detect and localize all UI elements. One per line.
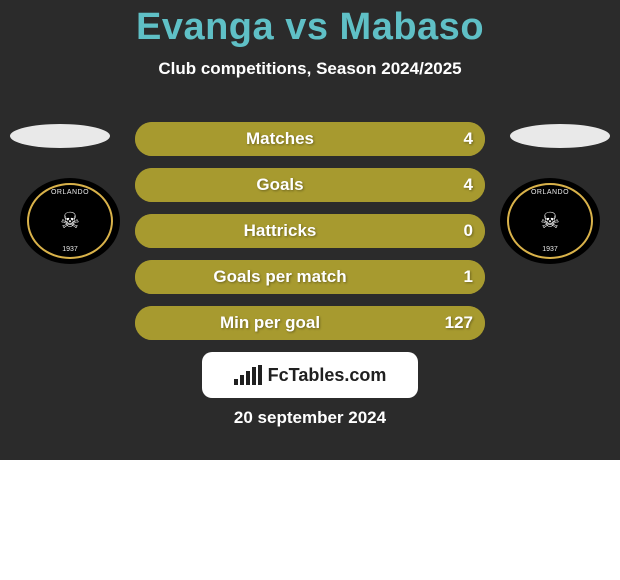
crest-outer: ORLANDO ☠ 1937 (500, 178, 600, 264)
stat-right-value: 1 (464, 267, 473, 287)
logo-bar-icon (252, 367, 256, 385)
stat-right-value: 4 (464, 175, 473, 195)
logo-bar-icon (258, 365, 262, 385)
logo-fc: Fc (268, 365, 289, 385)
stat-bar-label: Hattricks (244, 221, 317, 241)
stat-bar-row: Matches 4 (135, 122, 485, 156)
comparison-card: Evanga vs Mabaso Club competitions, Seas… (0, 0, 620, 460)
crest-outer: ORLANDO ☠ 1937 (20, 178, 120, 264)
player2-crest: ORLANDO ☠ 1937 (500, 178, 600, 264)
crest-inner: ORLANDO ☠ 1937 (27, 183, 113, 259)
logo-rest: Tables.com (289, 365, 387, 385)
stat-bar-label: Min per goal (220, 313, 320, 333)
stat-bar-right (135, 168, 485, 202)
fctables-logo: FcTables.com (202, 352, 418, 398)
stat-bar-right (310, 214, 485, 248)
stat-bar-row: Goals per match 1 (135, 260, 485, 294)
logo-text: FcTables.com (268, 365, 387, 386)
stat-right-value: 127 (445, 313, 473, 333)
stat-bar-row: Goals 4 (135, 168, 485, 202)
subtitle: Club competitions, Season 2024/2025 (0, 59, 620, 79)
stat-bar-row: Hattricks 0 (135, 214, 485, 248)
player2-oval (510, 124, 610, 148)
title: Evanga vs Mabaso (0, 0, 620, 49)
skull-icon: ☠ (60, 210, 80, 232)
logo-bar-icon (240, 375, 244, 385)
player2-name: Mabaso (340, 6, 484, 48)
stat-bar-label: Goals (256, 175, 303, 195)
crest-text-top: ORLANDO (531, 189, 569, 196)
logo-bar-icon (246, 371, 250, 385)
date-text: 20 september 2024 (0, 408, 620, 428)
crest-text-bot: 1937 (62, 246, 78, 253)
player1-oval (10, 124, 110, 148)
stat-bar-row: Min per goal 127 (135, 306, 485, 340)
stat-bars: Matches 4 Goals 4 Hattricks 0 Goals per match 1… (135, 122, 485, 352)
stat-right-value: 4 (464, 129, 473, 149)
vs-text: vs (285, 6, 328, 48)
stat-bar-label: Goals per match (213, 267, 346, 287)
crest-text-top: ORLANDO (51, 189, 89, 196)
player1-name: Evanga (136, 6, 274, 48)
player1-crest: ORLANDO ☠ 1937 (20, 178, 120, 264)
logo-bar-icon (234, 379, 238, 385)
stat-bar-label: Matches (246, 129, 314, 149)
logo-bars-icon (234, 365, 262, 385)
stat-right-value: 0 (464, 221, 473, 241)
crest-inner: ORLANDO ☠ 1937 (507, 183, 593, 259)
crest-text-bot: 1937 (542, 246, 558, 253)
skull-icon: ☠ (540, 210, 560, 232)
